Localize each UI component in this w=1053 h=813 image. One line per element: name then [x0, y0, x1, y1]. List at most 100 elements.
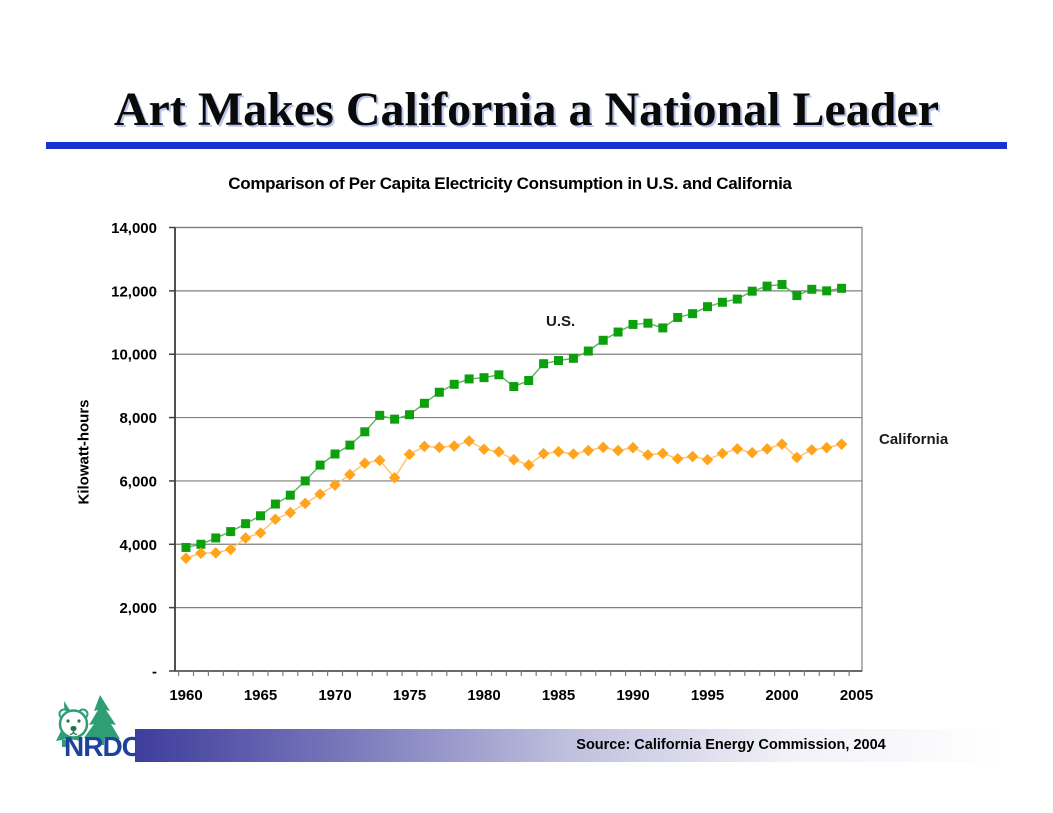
data-point: [657, 447, 669, 460]
data-point: [180, 552, 192, 565]
data-point: [822, 286, 832, 296]
title-rule: [46, 142, 1007, 149]
data-point: [299, 497, 311, 510]
data-point: [716, 447, 729, 460]
data-point: [673, 312, 683, 322]
y-tick-label: 14,000: [111, 220, 157, 237]
data-point: [330, 449, 340, 459]
data-point: [405, 410, 414, 420]
data-point: [792, 291, 802, 301]
y-tick-label: 4,000: [119, 537, 157, 554]
data-point: [612, 444, 624, 457]
data-point: [509, 382, 519, 392]
data-point: [837, 283, 847, 293]
data-point: [703, 302, 712, 312]
data-point: [628, 319, 638, 329]
data-point: [642, 449, 654, 461]
data-point: [463, 435, 475, 447]
data-point: [671, 452, 684, 465]
y-tick-label: 2,000: [119, 600, 157, 617]
x-tick-label: 1990: [616, 687, 649, 704]
data-point: [807, 284, 817, 294]
data-point: [761, 443, 773, 455]
data-point: [181, 542, 191, 552]
data-point: [479, 373, 489, 383]
data-point: [746, 446, 758, 459]
data-point: [627, 441, 639, 454]
data-point: [643, 318, 653, 328]
data-point: [269, 513, 282, 526]
data-point: [747, 286, 757, 296]
nrdc-logo: [56, 695, 120, 747]
x-tick-label: 2005: [840, 687, 873, 704]
bear-face-icon: [58, 708, 89, 739]
data-point: [284, 506, 297, 519]
data-point: [613, 327, 623, 337]
data-point: [449, 379, 459, 389]
x-tick-label: 2000: [765, 687, 798, 704]
data-point: [256, 511, 265, 521]
data-point: [448, 440, 460, 452]
y-tick-label: 8,000: [119, 410, 157, 427]
data-point: [329, 479, 341, 491]
data-point: [494, 370, 504, 380]
data-point: [464, 374, 474, 384]
data-point: [300, 476, 310, 486]
slide-title: Art Makes California a National Leader: [113, 83, 940, 136]
data-point: [701, 453, 714, 466]
data-point: [508, 453, 520, 466]
data-point: [254, 527, 267, 539]
data-point: [285, 490, 295, 500]
data-point: [239, 532, 252, 544]
data-point: [762, 281, 772, 291]
data-point: [390, 414, 400, 424]
data-point: [270, 499, 280, 509]
data-point: [314, 488, 326, 501]
data-point: [433, 441, 446, 454]
data-point: [419, 398, 429, 408]
data-point: [403, 448, 416, 461]
data-point: [583, 346, 593, 356]
nrdc-logo-text: NRDC: [64, 731, 142, 762]
data-point: [241, 519, 251, 529]
data-point: [688, 309, 698, 319]
source-text: Source: California Energy Commission, 20…: [576, 737, 886, 753]
y-tick-label: -: [152, 664, 157, 681]
data-point: [388, 471, 401, 484]
data-point: [344, 468, 356, 481]
data-point: [195, 547, 207, 559]
x-tick-label: 1960: [169, 687, 202, 704]
data-point: [524, 376, 534, 386]
data-point: [210, 547, 222, 559]
data-point: [567, 448, 580, 460]
data-point: [359, 457, 371, 469]
data-point: [598, 335, 608, 345]
x-tick-label: 1970: [318, 687, 351, 704]
y-tick-label: 6,000: [119, 473, 157, 490]
data-point: [835, 438, 848, 450]
data-point: [493, 445, 505, 458]
series-label-us: U.S.: [546, 313, 576, 330]
x-tick-label: 1975: [393, 687, 426, 704]
data-point: [373, 454, 386, 467]
x-tick-label: 1965: [244, 687, 277, 704]
data-point: [522, 459, 535, 471]
data-point: [686, 450, 699, 463]
data-point: [226, 527, 236, 537]
series-line-U.S.: [185, 283, 842, 549]
x-tick-label: 1985: [542, 687, 575, 704]
data-point: [537, 447, 550, 460]
data-point: [211, 533, 221, 543]
pine-tree-icon: [84, 695, 120, 745]
data-point: [315, 460, 325, 470]
data-point: [568, 353, 578, 363]
data-point: [375, 410, 385, 420]
x-tick-label: 1995: [691, 687, 724, 704]
data-point: [539, 359, 549, 369]
data-point: [658, 323, 668, 333]
data-point: [478, 443, 490, 456]
data-point: [360, 427, 370, 437]
data-point: [791, 451, 803, 464]
